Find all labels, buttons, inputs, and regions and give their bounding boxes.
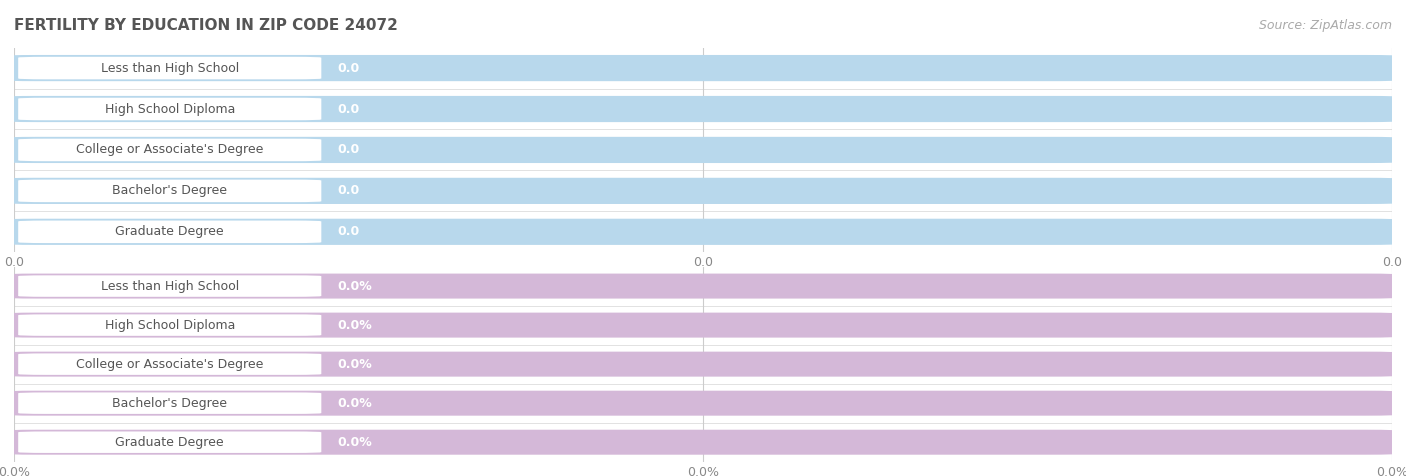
FancyBboxPatch shape <box>18 98 322 120</box>
FancyBboxPatch shape <box>18 431 322 453</box>
Text: College or Associate's Degree: College or Associate's Degree <box>76 357 263 371</box>
Text: 0.0: 0.0 <box>337 225 360 238</box>
Text: 0.0%: 0.0% <box>337 318 373 332</box>
FancyBboxPatch shape <box>3 352 1400 377</box>
Text: Less than High School: Less than High School <box>101 61 239 75</box>
Text: 0.0%: 0.0% <box>337 436 373 449</box>
FancyBboxPatch shape <box>18 392 322 414</box>
Text: FERTILITY BY EDUCATION IN ZIP CODE 24072: FERTILITY BY EDUCATION IN ZIP CODE 24072 <box>14 18 398 33</box>
FancyBboxPatch shape <box>3 137 1400 163</box>
Text: 0.0: 0.0 <box>337 102 360 116</box>
Text: High School Diploma: High School Diploma <box>104 318 235 332</box>
FancyBboxPatch shape <box>18 353 322 375</box>
Text: Bachelor's Degree: Bachelor's Degree <box>112 397 228 410</box>
FancyBboxPatch shape <box>3 313 1400 337</box>
FancyBboxPatch shape <box>3 55 1400 81</box>
FancyBboxPatch shape <box>18 57 322 79</box>
Text: Graduate Degree: Graduate Degree <box>115 436 224 449</box>
FancyBboxPatch shape <box>3 178 1400 204</box>
Text: High School Diploma: High School Diploma <box>104 102 235 116</box>
Text: Less than High School: Less than High School <box>101 279 239 293</box>
Text: 0.0: 0.0 <box>337 143 360 157</box>
FancyBboxPatch shape <box>18 220 322 243</box>
FancyBboxPatch shape <box>3 430 1400 455</box>
FancyBboxPatch shape <box>3 96 1400 122</box>
FancyBboxPatch shape <box>18 314 322 336</box>
Text: 0.0: 0.0 <box>337 61 360 75</box>
Text: 0.0%: 0.0% <box>337 357 373 371</box>
FancyBboxPatch shape <box>3 274 1400 298</box>
Text: Graduate Degree: Graduate Degree <box>115 225 224 238</box>
FancyBboxPatch shape <box>18 179 322 202</box>
FancyBboxPatch shape <box>3 218 1400 245</box>
Text: 0.0: 0.0 <box>337 184 360 198</box>
FancyBboxPatch shape <box>3 391 1400 416</box>
Text: Bachelor's Degree: Bachelor's Degree <box>112 184 228 198</box>
Text: 0.0%: 0.0% <box>337 279 373 293</box>
FancyBboxPatch shape <box>18 139 322 161</box>
Text: College or Associate's Degree: College or Associate's Degree <box>76 143 263 157</box>
Text: Source: ZipAtlas.com: Source: ZipAtlas.com <box>1258 19 1392 32</box>
Text: 0.0%: 0.0% <box>337 397 373 410</box>
FancyBboxPatch shape <box>18 275 322 297</box>
